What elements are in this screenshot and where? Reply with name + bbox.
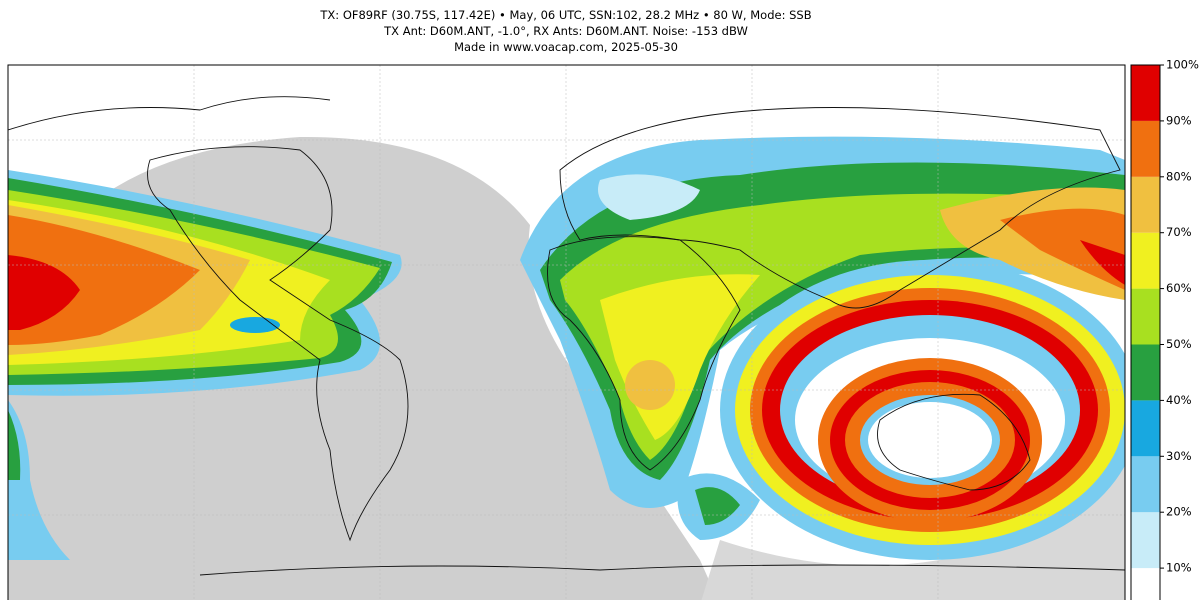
coverage-rings bbox=[677, 260, 1125, 560]
colorbar-label: 80% bbox=[1166, 169, 1192, 183]
colorbar-band bbox=[1131, 568, 1160, 600]
colorbar-label: 10% bbox=[1166, 561, 1192, 575]
header-line: Made in www.voacap.com, 2025-05-30 bbox=[454, 40, 678, 54]
map bbox=[7, 64, 1126, 600]
header-line: TX Ant: D60M.ANT, -1.0°, RX Ants: D60M.A… bbox=[383, 24, 748, 38]
coverage-eurasia-africa bbox=[520, 136, 1125, 508]
graticule bbox=[8, 65, 1125, 600]
colorbar-band bbox=[1131, 344, 1160, 401]
colorbar-band bbox=[1131, 288, 1160, 345]
colorbar-band bbox=[1131, 456, 1160, 513]
colorbar-band bbox=[1131, 512, 1160, 569]
colorbar: 10% 20% 30% 40% 50% 60% 70% 80% 90% 100% bbox=[1130, 58, 1199, 600]
header-line: TX: OF89RF (30.75S, 117.42E) • May, 06 U… bbox=[319, 8, 811, 22]
colorbar-label: 30% bbox=[1166, 449, 1192, 463]
coastlines bbox=[8, 96, 1125, 576]
colorbar-label: 40% bbox=[1166, 393, 1192, 407]
colorbar-band bbox=[1131, 400, 1160, 457]
colorbar-label: 70% bbox=[1166, 225, 1192, 239]
colorbar-label: 100% bbox=[1166, 58, 1199, 72]
colorbar-band bbox=[1131, 232, 1160, 289]
colorbar-band bbox=[1131, 176, 1160, 233]
colorbar-label: 20% bbox=[1166, 505, 1192, 519]
coverage-pacific bbox=[8, 170, 402, 560]
colorbar-label: 90% bbox=[1166, 113, 1192, 127]
colorbar-band bbox=[1131, 65, 1160, 121]
colorbar-label: 60% bbox=[1166, 281, 1192, 295]
map-frame bbox=[7, 64, 1126, 600]
colorbar-label: 50% bbox=[1166, 337, 1192, 351]
colorbar-band bbox=[1131, 120, 1160, 177]
